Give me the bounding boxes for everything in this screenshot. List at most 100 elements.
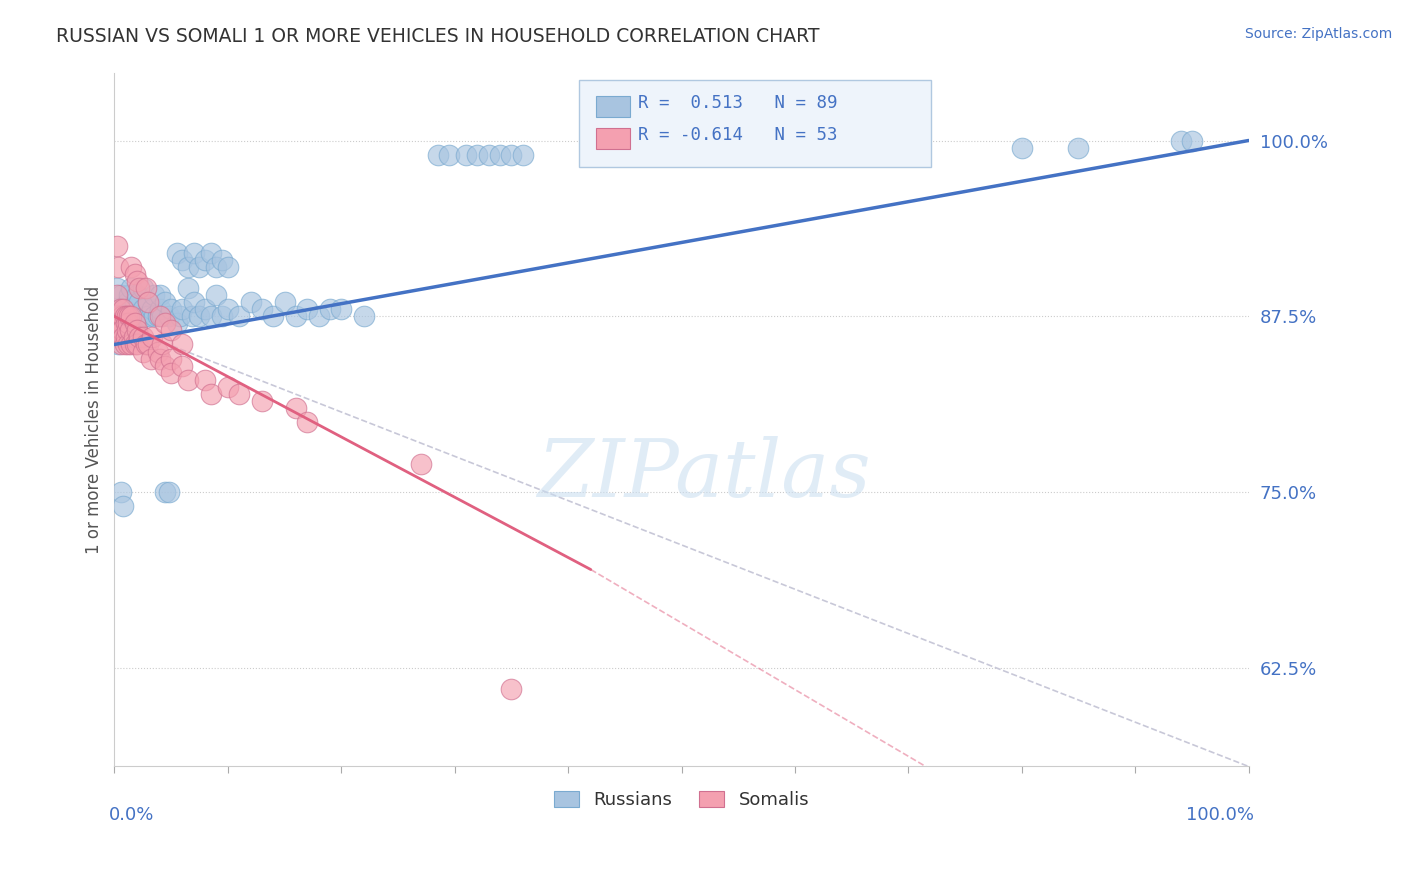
Point [108,310,131,324]
Point [194,253,217,268]
Point [124,295,146,310]
Point [875,147,897,161]
Point [138,295,160,310]
Point [117,295,139,310]
Point [194,302,217,317]
Point [112,302,135,317]
Point [262,310,284,324]
Point [157,310,180,324]
FancyBboxPatch shape [579,80,931,167]
Point [125,310,148,324]
Point [135,337,157,351]
Point [149,310,172,324]
Point [149,302,172,317]
Text: R =  0.513   N = 89: R = 0.513 N = 89 [638,94,838,112]
Point [146,310,169,324]
Point [141,330,163,344]
Point [155,317,177,331]
Point [120,323,142,337]
Point [160,302,183,317]
Point [114,302,136,317]
Point [117,317,139,331]
Point [172,359,194,373]
Point [160,366,183,380]
Point [114,310,136,324]
Point [437,147,460,161]
Point [138,295,160,310]
Point [217,379,239,393]
Bar [596,128,630,149]
Point [284,401,307,415]
Point [501,147,523,161]
Text: ZIPatlas: ZIPatlas [537,436,870,514]
Point [200,246,222,260]
Text: 0.0%: 0.0% [108,805,155,824]
Point [177,260,200,274]
Point [489,147,512,161]
Point [108,310,131,324]
Point [308,310,330,324]
Point [117,337,139,351]
Point [118,288,141,302]
Point [122,317,145,331]
Bar [596,95,630,117]
Point [111,317,134,331]
Point [110,337,132,351]
Point [115,310,138,324]
Point [172,337,194,351]
Point [200,310,222,324]
Point [177,373,200,387]
Point [454,147,477,161]
Point [132,344,155,359]
Point [128,281,150,295]
Point [228,310,250,324]
Point [110,288,132,302]
Point [127,274,149,288]
Point [114,337,136,351]
Point [108,323,131,337]
Point [139,351,162,366]
Y-axis label: 1 or more Vehicles in Household: 1 or more Vehicles in Household [86,285,103,554]
Text: 100.0%: 100.0% [1187,805,1254,824]
Point [128,295,150,310]
Point [115,323,138,337]
Legend: Russians, Somalis: Russians, Somalis [547,784,817,816]
Point [160,351,183,366]
Point [108,302,131,317]
Point [512,147,534,161]
Point [149,351,172,366]
Point [112,310,135,324]
Point [107,310,129,324]
Point [122,330,145,344]
Point [112,500,135,514]
Point [177,281,200,295]
Point [120,337,142,351]
Point [200,386,222,401]
Point [134,310,156,324]
Point [155,485,177,500]
Point [180,310,202,324]
Point [118,310,141,324]
Point [239,295,262,310]
Point [319,302,342,317]
Point [155,359,177,373]
Point [409,457,432,471]
Point [108,317,131,331]
Point [132,302,155,317]
Point [1181,134,1204,148]
Point [194,373,217,387]
Point [284,310,307,324]
Point [124,337,146,351]
Point [150,310,173,324]
Text: R = -0.614   N = 53: R = -0.614 N = 53 [638,127,838,145]
Point [108,330,131,344]
Point [108,302,131,317]
Point [183,295,205,310]
Point [501,682,523,697]
Point [250,393,273,408]
Point [132,281,155,295]
Point [183,246,205,260]
Point [120,302,142,317]
Point [426,147,449,161]
Point [114,317,136,331]
